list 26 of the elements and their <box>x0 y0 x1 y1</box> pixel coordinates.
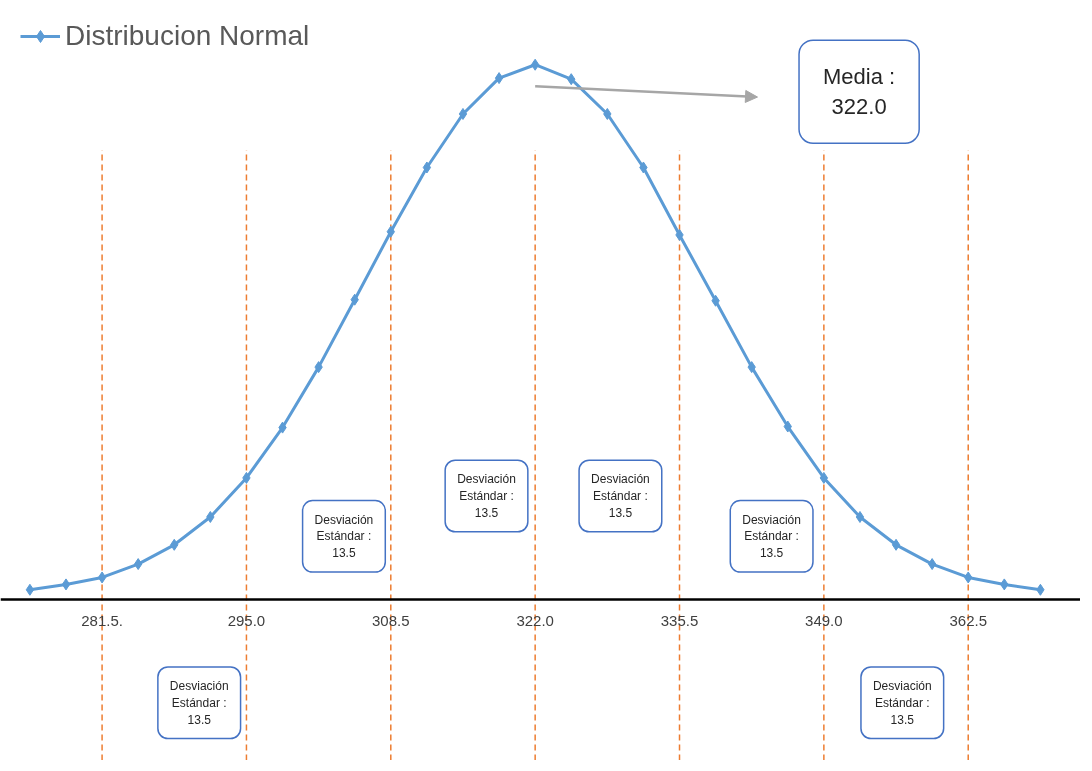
text: Desviación Estándar : 13.5 <box>169 678 229 727</box>
point <box>61 578 71 591</box>
annotation: Desviación Estándar : 13.5 <box>742 512 801 561</box>
point <box>494 72 504 85</box>
point <box>891 538 901 551</box>
x-tick-label: 308.5 <box>372 611 410 629</box>
x-tick-label: 335.5 <box>660 611 699 629</box>
point <box>927 558 937 571</box>
text: Desviación Estándar : 13.5 <box>872 678 932 727</box>
annotation: Desviación Estándar : 13.5 <box>314 512 374 561</box>
annotation: Desviación Estándar : 13.5 <box>591 472 650 520</box>
x-tick-label: 295.0 <box>227 611 266 629</box>
x-tick-label: 322.0 <box>516 611 554 629</box>
point <box>458 107 468 120</box>
point <box>97 571 107 584</box>
point <box>530 58 540 71</box>
annotation: Desviación Estándar : 13.5 <box>457 472 516 520</box>
point <box>819 471 829 484</box>
x-tick-label: 362.5 <box>949 611 987 629</box>
annotation: Media : 322.0 <box>823 64 896 120</box>
point <box>855 510 865 523</box>
x-tick-label: 281.5. <box>81 611 123 629</box>
legend-label: Distribucion Normal <box>65 20 310 52</box>
point <box>25 583 35 596</box>
point <box>422 161 432 174</box>
x-tick-label: 349.0 <box>805 611 843 629</box>
